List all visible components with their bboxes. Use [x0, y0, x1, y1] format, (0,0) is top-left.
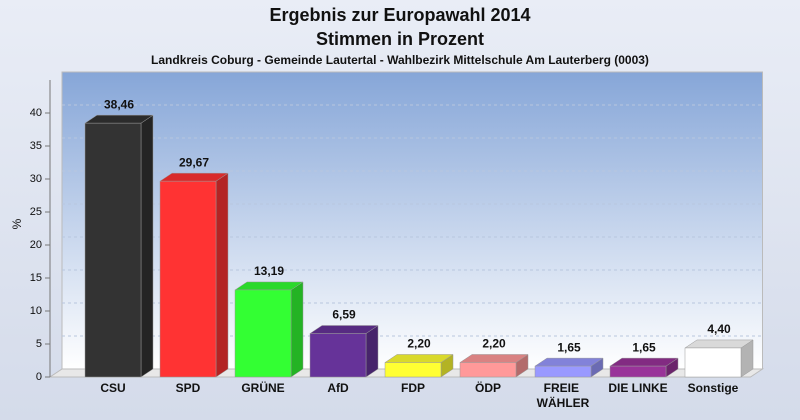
chart-title: Ergebnis zur Europawahl 2014 — [269, 5, 530, 25]
bar-top — [534, 357, 604, 367]
bar-side — [140, 114, 154, 378]
chart-caption: Landkreis Coburg - Gemeinde Lautertal - … — [151, 53, 649, 67]
chart-subtitle: Stimmen in Prozent — [316, 29, 484, 49]
bar — [159, 180, 217, 378]
value-label: 1,65 — [557, 340, 581, 354]
y-tick-label: 40 — [30, 107, 42, 119]
bar — [534, 365, 592, 378]
bar — [459, 362, 517, 378]
y-tick-label: 35 — [30, 140, 42, 152]
y-tick-label: 20 — [30, 239, 42, 251]
bar-top — [159, 172, 229, 182]
y-tick-label: 15 — [30, 272, 42, 284]
value-label: 1,65 — [632, 340, 656, 354]
value-label: 29,67 — [179, 155, 209, 169]
y-axis-label: % — [10, 218, 24, 229]
x-tick-label: DIE LINKE — [608, 381, 667, 395]
x-tick-label: FREIE WÄHLER — [537, 381, 590, 410]
bar — [84, 122, 142, 378]
value-label: 4,40 — [707, 322, 731, 336]
x-tick-label: ÖDP — [475, 380, 501, 395]
y-tick-label: 25 — [30, 206, 42, 218]
bar-top — [234, 281, 304, 291]
y-tick-label: 5 — [36, 338, 42, 350]
bar — [234, 289, 292, 378]
value-label: 2,20 — [482, 337, 506, 351]
value-label: 2,20 — [407, 337, 431, 351]
bar-top — [309, 325, 379, 334]
x-tick-label: AfD — [327, 381, 349, 395]
bar-top — [384, 354, 454, 363]
bar-top — [609, 357, 679, 367]
x-tick-label: FDP — [401, 381, 425, 395]
x-tick-label: GRÜNE — [241, 380, 284, 395]
x-tick-label: SPD — [176, 381, 201, 395]
bar-top — [459, 354, 529, 363]
bar-side — [215, 172, 229, 378]
y-tick-label: 10 — [30, 305, 42, 317]
value-label: 13,19 — [254, 264, 284, 278]
bar — [609, 365, 667, 378]
value-label: 6,59 — [332, 308, 356, 322]
bar-side — [290, 281, 304, 378]
y-tick-label: 0 — [36, 371, 42, 383]
x-tick-label: CSU — [100, 381, 125, 395]
y-tick-label: 30 — [30, 173, 42, 185]
value-label: 38,46 — [104, 97, 134, 111]
bar-top — [84, 114, 154, 124]
bar-top — [684, 339, 754, 349]
bar — [309, 333, 367, 378]
bar-side — [365, 325, 379, 378]
bar — [384, 362, 442, 378]
x-tick-label: Sonstige — [688, 381, 739, 395]
bar — [684, 347, 742, 378]
